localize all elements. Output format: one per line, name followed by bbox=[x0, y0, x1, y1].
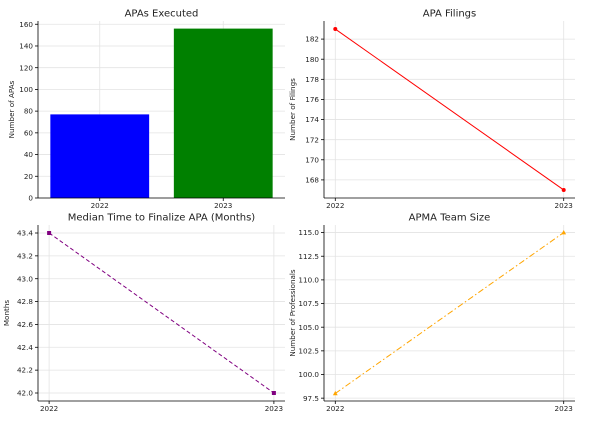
y-axis-label: Number of Professionals bbox=[288, 269, 297, 357]
y-tick-label: 115.0 bbox=[298, 228, 319, 237]
y-tick-label: 43.0 bbox=[17, 274, 33, 283]
y-tick-label: 110.0 bbox=[298, 275, 319, 284]
chart-title: APAs Executed bbox=[125, 9, 199, 20]
y-tick-label: 180 bbox=[305, 55, 319, 64]
data-point-2023 bbox=[561, 229, 567, 235]
y-tick-label: 170 bbox=[305, 155, 319, 164]
y-axis-label: Number of Filings bbox=[288, 78, 297, 141]
y-tick-label: 100 bbox=[19, 85, 33, 94]
y-tick-label: 178 bbox=[305, 75, 319, 84]
y-tick-label: 0 bbox=[28, 194, 33, 203]
y-tick-label: 140 bbox=[19, 42, 33, 51]
y-tick-label: 42.4 bbox=[17, 343, 33, 352]
y-tick-label: 120 bbox=[19, 63, 33, 72]
series-line bbox=[48, 232, 275, 394]
y-tick-label: 43.4 bbox=[17, 229, 33, 238]
y-axis-label: Number of APAs bbox=[7, 80, 16, 138]
y-tick-label: 40 bbox=[24, 150, 34, 159]
y-tick-label: 97.5 bbox=[303, 394, 319, 403]
data-point-2023 bbox=[561, 187, 566, 192]
data-point-2022 bbox=[332, 390, 338, 396]
x-tick-label: 2023 bbox=[555, 404, 573, 413]
data-point-2023 bbox=[271, 391, 276, 395]
y-tick-label: 100.0 bbox=[298, 370, 319, 379]
y-tick-label: 105.0 bbox=[298, 323, 319, 332]
chart-title: Median Time to Finalize APA (Months) bbox=[68, 213, 256, 224]
y-tick-label: 182 bbox=[305, 35, 319, 44]
y-tick-label: 168 bbox=[305, 175, 319, 184]
bar-2023 bbox=[173, 28, 273, 198]
chart-panel-3: 42.0 42.2 42.4 42.6 42.8 43.0 43.2 43.4 2022 2023… bbox=[2, 213, 285, 413]
x-tick-label: 2022 bbox=[91, 201, 109, 210]
y-tick-label: 43.2 bbox=[17, 251, 33, 260]
x-tick-label: 2023 bbox=[555, 201, 573, 210]
data-point-2022 bbox=[47, 231, 52, 235]
chart-title: APA Filings bbox=[423, 9, 477, 20]
bar-2022 bbox=[50, 114, 150, 198]
y-tick-label: 174 bbox=[305, 115, 319, 124]
chart-panel-1: 0 20 40 60 80 100 120 140 160 2022 2023 APAs Execut… bbox=[7, 9, 285, 210]
y-tick-label: 80 bbox=[24, 107, 34, 116]
y-tick-label: 172 bbox=[305, 135, 319, 144]
x-tick-label: 2022 bbox=[326, 404, 344, 413]
series-line bbox=[335, 232, 564, 394]
y-tick-label: 112.5 bbox=[298, 252, 319, 261]
x-tick-label: 2023 bbox=[265, 404, 283, 413]
data-point-2022 bbox=[333, 27, 338, 32]
y-tick-label: 20 bbox=[24, 172, 34, 181]
x-tick-label: 2022 bbox=[40, 404, 58, 413]
y-tick-label: 42.0 bbox=[17, 389, 33, 398]
y-tick-label: 102.5 bbox=[298, 346, 319, 355]
y-axis-label: Months bbox=[2, 300, 11, 327]
y-tick-label: 42.6 bbox=[17, 320, 33, 329]
y-tick-label: 107.5 bbox=[298, 299, 319, 308]
y-tick-label: 42.2 bbox=[17, 366, 33, 375]
y-tick-label: 60 bbox=[24, 128, 34, 137]
x-tick-label: 2022 bbox=[326, 201, 344, 210]
chart-title: APMA Team Size bbox=[409, 213, 491, 224]
chart-panel-2: 168 170 172 174 176 178 180 182 2022 2023 APA Fili… bbox=[288, 9, 575, 210]
y-tick-label: 160 bbox=[19, 20, 33, 29]
y-tick-label: 42.8 bbox=[17, 297, 33, 306]
x-tick-label: 2023 bbox=[214, 201, 232, 210]
series-line bbox=[335, 28, 564, 191]
chart-panel-4: 97.5 100.0 102.5 105.0 107.5 110.0 112.5 115.0 2… bbox=[288, 213, 575, 413]
y-tick-label: 176 bbox=[305, 95, 319, 104]
